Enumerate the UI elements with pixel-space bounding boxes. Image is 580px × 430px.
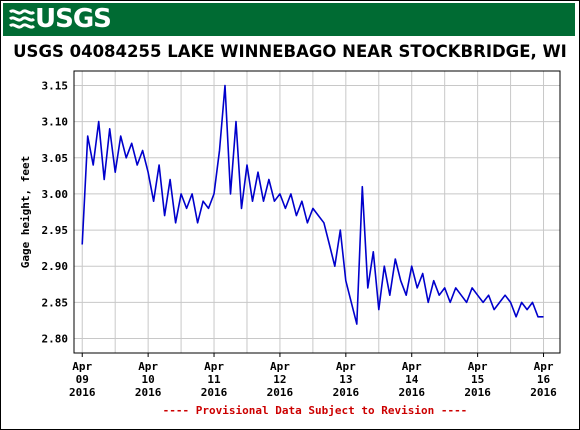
x-tick-label: Apr 10 2016 [135, 360, 162, 399]
provisional-data-footnote: ---- Provisional Data Subject to Revisio… [162, 404, 468, 417]
x-tick-label: Apr 09 2016 [69, 360, 96, 399]
y-tick-label: 3.15 [42, 79, 69, 92]
usgs-banner[interactable]: USGS [3, 3, 575, 36]
y-tick-label: 2.80 [42, 333, 69, 346]
x-tick-label: Apr 11 2016 [201, 360, 228, 399]
x-tick-label: Apr 16 2016 [530, 360, 557, 399]
gage-height-series-line [81, 84, 544, 325]
x-tick-label: Apr 15 2016 [464, 360, 491, 399]
usgs-wave-icon [9, 9, 35, 29]
y-tick-label: 3.00 [42, 188, 69, 201]
grid-layer [74, 71, 560, 353]
y-tick-label: 2.85 [42, 296, 69, 309]
y-tick-label: 3.10 [42, 116, 69, 129]
x-tick-labels: Apr 09 2016 Apr 10 2016 Apr 11 2016 Apr 12 2016 Apr 1… [69, 353, 557, 399]
x-tick-label: Apr 12 2016 [267, 360, 294, 399]
y-tick-label: 2.90 [42, 260, 69, 273]
x-tick-label: Apr 13 2016 [333, 360, 360, 399]
y-tick-label: 2.95 [42, 224, 69, 237]
y-tick-label: 3.05 [42, 152, 69, 165]
chart-title: USGS 04084255 LAKE WINNEBAGO NEAR STOCKB… [13, 42, 567, 61]
y-axis-title: Gage height, feet [19, 156, 32, 269]
usgs-logo-text: USGS [35, 4, 112, 34]
x-tick-label: Apr 14 2016 [398, 360, 425, 399]
y-tick-labels: 2.80 2.85 2.90 2.95 3.00 3.05 3.10 3.15 [42, 79, 69, 345]
plot-border [73, 70, 561, 354]
series-layer [81, 84, 544, 325]
